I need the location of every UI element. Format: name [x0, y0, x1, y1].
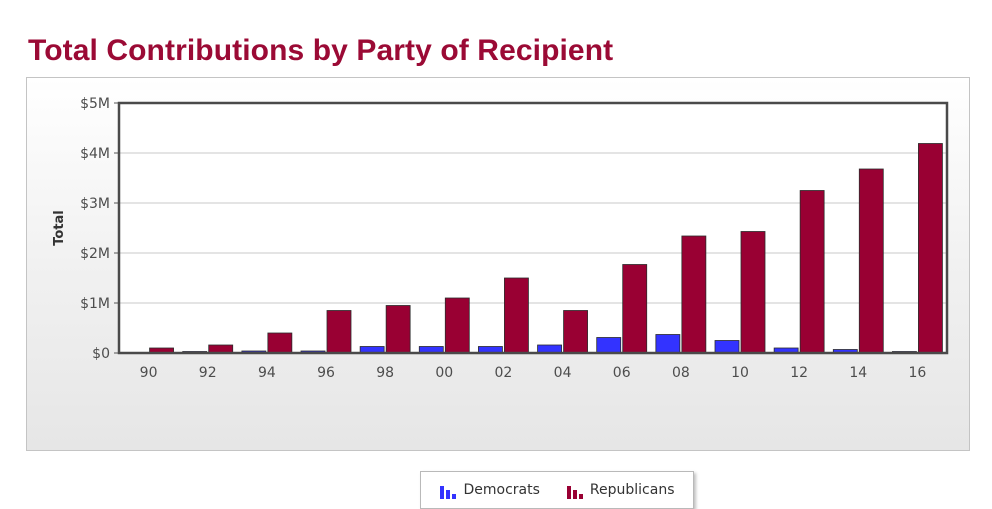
x-tick-label: 96	[317, 365, 335, 381]
x-tick-label: 00	[435, 365, 453, 381]
bar-republicans-12	[799, 190, 825, 354]
x-tick-label: 90	[140, 365, 158, 381]
bar-republicans-98	[385, 305, 411, 354]
x-tick-label: 08	[672, 365, 690, 381]
bar-republicans-10	[740, 231, 766, 354]
x-tick-label: 94	[258, 365, 276, 381]
y-tick-label: $3M	[80, 196, 110, 212]
y-tick-label: $2M	[80, 246, 110, 262]
x-tick-label: 06	[613, 365, 631, 381]
bar-republicans-00	[444, 297, 470, 354]
y-tick-label: $1M	[80, 296, 110, 312]
bar-republicans-06	[622, 264, 648, 354]
bar-republicans-08	[681, 235, 707, 354]
x-tick-label: 02	[495, 365, 513, 381]
bar-republicans-94	[267, 332, 293, 354]
legend-label-republicans: Republicans	[589, 482, 675, 498]
page-title: Total Contributions by Party of Recipien…	[28, 34, 614, 67]
bar-democrats-10	[714, 340, 740, 354]
x-tick-label: 04	[554, 365, 572, 381]
bar-democrats-06	[596, 337, 622, 354]
bar-republicans-14	[858, 168, 884, 354]
bar-republicans-02	[504, 277, 529, 354]
x-tick-label: 14	[849, 365, 867, 381]
x-tick-label: 92	[199, 365, 217, 381]
x-tick-label: 16	[909, 365, 927, 381]
chart-panel: $0 $1M $2M $3M $4M $5M Total 90 92 94 96 98 00 02 04 06…	[26, 77, 970, 509]
legend-item-republicans[interactable]: Republicans	[566, 482, 675, 499]
y-tick-label: $5M	[80, 96, 110, 112]
y-tick-label: $0	[92, 346, 110, 362]
x-tick-label: 12	[790, 365, 808, 381]
legend-label-democrats: Democrats	[463, 482, 540, 498]
bar-chart-icon-republicans	[566, 485, 583, 499]
bar-republicans-96	[326, 310, 352, 354]
bar-republicans-04	[563, 310, 588, 354]
x-tick-label: 98	[376, 365, 394, 381]
x-tick-label: 10	[731, 365, 749, 381]
legend-item-democrats[interactable]: Democrats	[439, 482, 540, 499]
bar-republicans-16	[918, 143, 943, 354]
y-tick-label: $4M	[80, 146, 110, 162]
chart-legend: Democrats Republicans	[420, 471, 694, 509]
y-axis-title: Total	[52, 210, 67, 246]
bar-chart-icon-democrats	[440, 485, 457, 499]
bar-chart: $0 $1M $2M $3M $4M $5M Total 90 92 94 96 98 00 02 04 06…	[52, 96, 949, 381]
plot-border	[117, 101, 949, 355]
bar-democrats-08	[655, 334, 681, 354]
